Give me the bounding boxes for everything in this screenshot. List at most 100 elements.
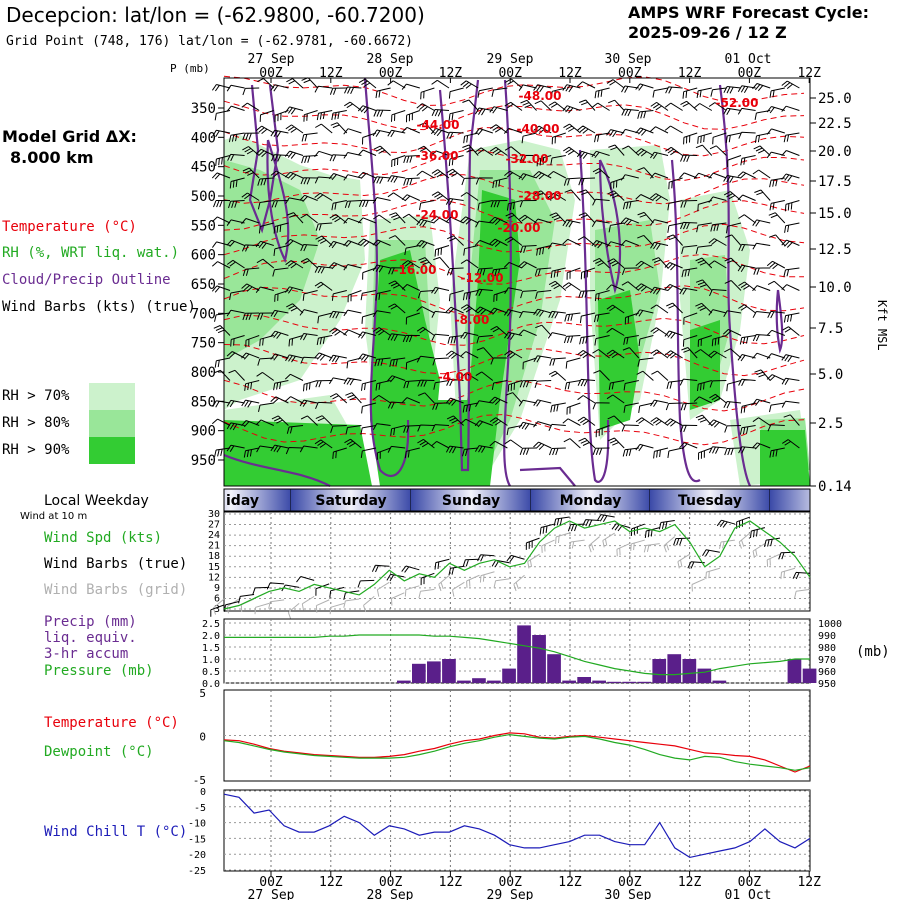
precip-bar	[652, 659, 667, 683]
wind-barb	[493, 290, 508, 302]
wind-barb	[708, 260, 727, 269]
wind-barb	[682, 87, 698, 99]
wind-barb	[284, 171, 304, 181]
wind-barb	[548, 423, 566, 432]
wind-barb	[781, 377, 800, 386]
wind-barb	[752, 311, 771, 318]
precip-tick-label: 1.5	[202, 643, 220, 654]
wind-barb	[445, 306, 464, 314]
wind-barb	[592, 447, 610, 455]
wind-barb	[431, 424, 450, 432]
wind-barb	[476, 347, 494, 359]
wind-barb	[475, 177, 493, 185]
wind-barb	[258, 222, 274, 234]
wind-barb	[272, 267, 289, 277]
wind-barb	[284, 286, 304, 294]
time-tick-label: 12Z	[678, 875, 702, 890]
grid-wind-barb	[404, 585, 420, 597]
wind-barb	[621, 108, 639, 117]
wind-barb	[752, 285, 771, 292]
wind-barb	[462, 290, 479, 301]
wind-barb	[259, 110, 274, 122]
precip-bar	[592, 680, 606, 683]
cloud-outline	[266, 139, 290, 264]
wind-barb	[460, 304, 479, 314]
grid-wind-barb	[568, 539, 585, 549]
cloud-outline	[519, 466, 576, 487]
wind-barb	[404, 245, 420, 256]
wind-barb	[285, 354, 304, 363]
cloud-outline	[223, 453, 331, 487]
wind-barb	[401, 83, 420, 90]
weekday-segment-fill	[411, 489, 531, 511]
wind-barb	[475, 147, 494, 156]
wind-barb	[286, 425, 304, 434]
wind-tick-label: 15	[208, 562, 220, 573]
wind-barb	[284, 150, 304, 159]
wind-barb	[620, 239, 639, 246]
wind-barb	[245, 335, 260, 348]
wind-barb	[620, 174, 639, 181]
precip-tick-label: 0.5	[202, 667, 220, 678]
wind-barb	[738, 214, 756, 224]
windchill-line	[223, 793, 811, 859]
pressure-tick-label: 850	[191, 394, 216, 410]
precip-bar	[637, 681, 652, 683]
wind-barb	[430, 150, 450, 157]
height-tick-label: 5.0	[818, 367, 843, 383]
cross-section-frame	[223, 77, 811, 487]
wind-barb	[564, 380, 581, 390]
grid-wind-barb	[602, 532, 615, 548]
wind-barb	[389, 357, 406, 367]
wind-barb	[635, 148, 654, 157]
wind-barb	[373, 327, 391, 336]
wind-barb	[620, 217, 639, 226]
wind-barb	[492, 177, 508, 189]
wind-barb	[373, 214, 391, 224]
wind-barb	[460, 331, 479, 340]
wind-barb	[270, 309, 289, 318]
wind-barb	[638, 402, 654, 413]
wind-barb	[725, 234, 742, 246]
wind-barb	[781, 80, 800, 89]
true-wind-barb	[673, 537, 690, 546]
wind-barb	[256, 312, 274, 320]
wind-barb	[666, 380, 683, 390]
rh90-region	[598, 290, 640, 430]
wind-barb	[213, 200, 230, 208]
wind-barb	[504, 439, 523, 449]
precip-bar	[457, 680, 471, 683]
wind-barb	[636, 370, 654, 381]
wind-barb	[738, 131, 756, 139]
wind-barb	[679, 378, 698, 386]
pressure-tick-label: 450	[191, 160, 216, 176]
wind-barb	[664, 330, 683, 339]
wind-barb	[360, 447, 377, 458]
wind-barb	[270, 84, 289, 92]
wind-barb	[403, 380, 420, 389]
wind-barb	[345, 425, 362, 435]
wind-barb	[285, 124, 304, 134]
wind-barb	[695, 302, 713, 314]
wind-barb	[783, 267, 800, 277]
wind-barb	[226, 309, 245, 317]
wind-barb	[606, 304, 625, 314]
wind-barb	[242, 146, 260, 156]
wind-barb	[594, 132, 610, 143]
precip-tick-label: 0.0	[202, 679, 220, 690]
wind-barb	[781, 173, 800, 182]
wind-barb	[651, 370, 669, 381]
precip-bar	[502, 668, 516, 683]
wind-barb	[606, 284, 625, 291]
wind-barb	[650, 193, 669, 202]
wind-barb	[562, 282, 581, 291]
wind-barb	[664, 102, 683, 111]
wind-barb	[241, 352, 260, 360]
temperature-contour-label: -8.00	[455, 313, 490, 327]
wind-barb	[317, 312, 333, 324]
wind-barb	[343, 174, 362, 181]
wind-barb	[300, 415, 318, 426]
wind-barb	[270, 353, 289, 361]
wind-barb	[416, 218, 435, 227]
weekday-segment: Monday	[531, 489, 651, 511]
